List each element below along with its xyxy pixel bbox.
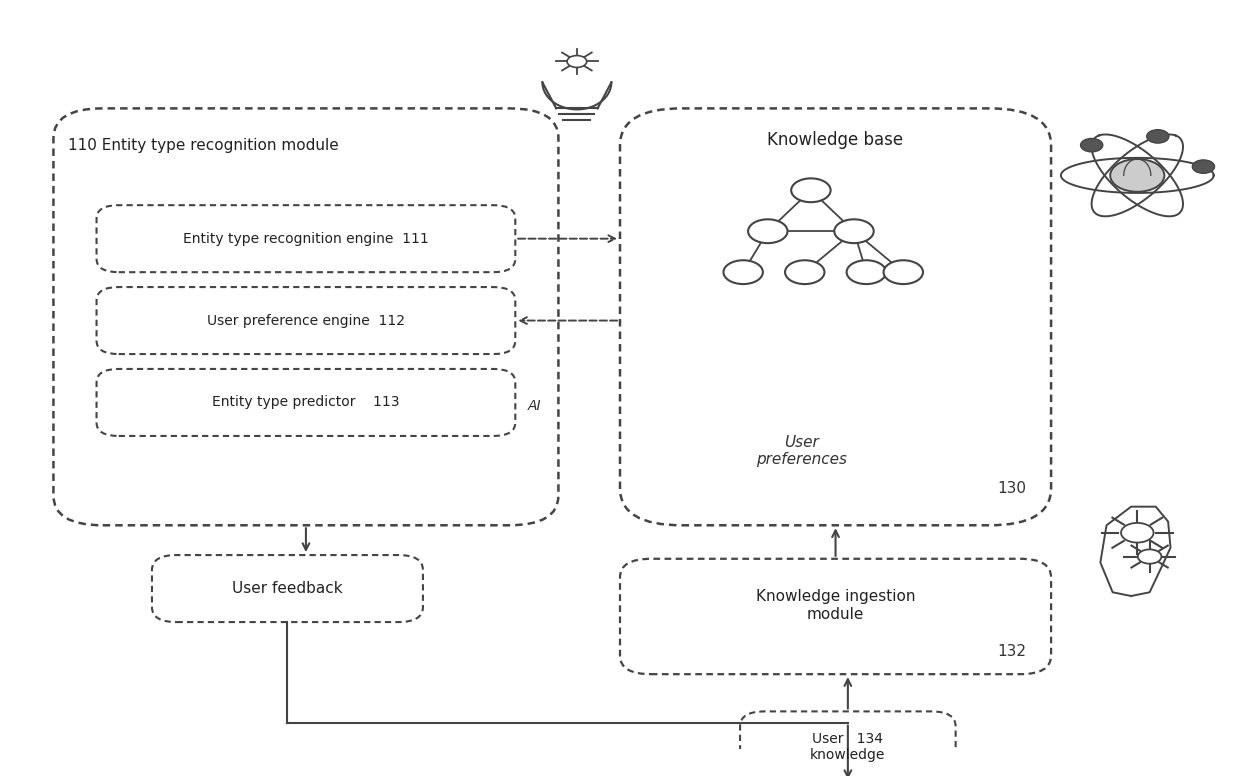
Text: User
preferences: User preferences [755,435,847,467]
Text: Entity type predictor    113: Entity type predictor 113 [212,396,399,410]
Circle shape [1138,549,1162,563]
Circle shape [791,178,831,203]
Text: User   134
knowledge: User 134 knowledge [810,732,885,762]
FancyBboxPatch shape [620,109,1052,525]
FancyBboxPatch shape [620,559,1052,674]
Circle shape [1110,159,1164,192]
Circle shape [884,260,923,284]
FancyBboxPatch shape [97,205,516,272]
Circle shape [847,260,887,284]
Text: Knowledge ingestion
module: Knowledge ingestion module [756,589,915,622]
Text: 132: 132 [997,644,1027,660]
Circle shape [1121,523,1153,542]
Circle shape [567,56,587,68]
FancyBboxPatch shape [97,287,516,354]
Circle shape [1193,160,1214,173]
Text: 130: 130 [997,480,1027,496]
Circle shape [835,220,874,243]
FancyBboxPatch shape [153,555,423,622]
Circle shape [785,260,825,284]
Text: User feedback: User feedback [232,581,342,596]
Text: AI: AI [528,399,541,413]
FancyBboxPatch shape [740,712,956,776]
Circle shape [723,260,763,284]
Circle shape [748,220,787,243]
Text: 110 Entity type recognition module: 110 Entity type recognition module [68,138,339,153]
FancyBboxPatch shape [97,369,516,436]
Circle shape [1147,130,1169,143]
Text: Entity type recognition engine  111: Entity type recognition engine 111 [184,232,429,246]
Text: Knowledge base: Knowledge base [768,130,904,149]
Text: User preference engine  112: User preference engine 112 [207,314,405,327]
FancyBboxPatch shape [53,109,558,525]
Circle shape [1080,138,1102,152]
